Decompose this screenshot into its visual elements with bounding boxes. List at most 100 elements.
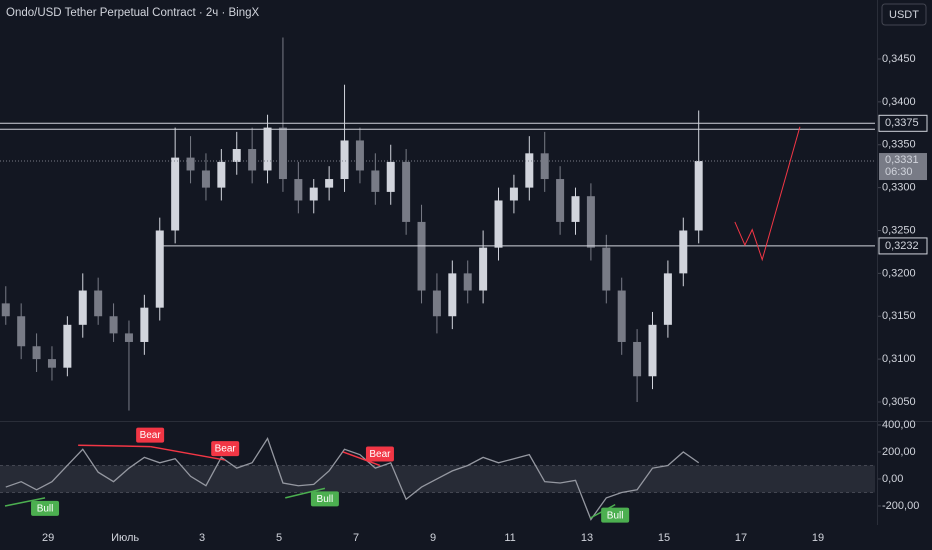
x-tick-label: 11 (504, 532, 515, 544)
signal-label: Bear (369, 449, 391, 460)
candle-body (463, 273, 472, 291)
candle-body (217, 161, 226, 188)
divergence-line (78, 444, 151, 448)
signal-box (310, 491, 339, 507)
candle-body (201, 170, 210, 188)
x-tick-label: 9 (430, 532, 436, 544)
x-tick-label: 3 (199, 532, 205, 544)
candle-body (355, 140, 364, 171)
y-tick-label: 0,3100 (882, 353, 916, 365)
chart-title: Ondo/USD Tether Perpetual Contract · 2ч … (6, 7, 259, 19)
divergence-line (342, 451, 381, 467)
y-tick-label: 200,00 (882, 446, 916, 458)
divergence-line (149, 445, 226, 461)
y-tick-label: 400,00 (882, 419, 916, 431)
candle-body (278, 127, 287, 180)
candle-body (140, 307, 149, 342)
currency-button[interactable] (881, 3, 927, 26)
candle-body (540, 153, 549, 180)
x-tick-label: 17 (735, 532, 747, 544)
signal-label: Bear (140, 430, 162, 441)
candle-body (556, 179, 565, 222)
y-tick-label: 0,3450 (882, 53, 916, 65)
oscillator-line (5, 436, 700, 521)
candle-body (479, 247, 488, 291)
x-tick-label: Июль (111, 532, 139, 544)
candle-body (617, 290, 626, 342)
x-tick-label: 5 (276, 532, 282, 544)
y-tick-label: 0,00 (882, 473, 903, 485)
signal-box (365, 446, 394, 462)
candle-body (309, 187, 318, 201)
candle-body (571, 196, 580, 222)
candle-body (32, 346, 41, 360)
divergence-line (4, 497, 46, 507)
candle-body (448, 273, 457, 317)
candle-body (109, 316, 118, 334)
candle-body (586, 196, 595, 248)
candle-body (78, 290, 87, 325)
countdown-label: 06:30 (885, 166, 913, 178)
candle-body (602, 247, 611, 291)
y-tick-label: 0,3400 (882, 96, 916, 108)
candle-body (432, 290, 441, 317)
last-price-box (879, 153, 927, 181)
candle-body (340, 140, 349, 180)
candle-body (1, 303, 10, 317)
candle-body (402, 161, 411, 222)
candle-body (47, 359, 56, 368)
level-label-box (878, 114, 928, 132)
last-price-label: 0,3331 (885, 154, 919, 166)
level-label: 0,3232 (885, 240, 919, 252)
candle-body (325, 179, 334, 188)
signal-box (211, 441, 240, 457)
signal-label: Bear (215, 444, 237, 455)
y-tick-label: 0,3200 (882, 267, 916, 279)
divergence-line (285, 487, 326, 499)
y-tick-label: 0,3350 (882, 139, 916, 151)
candle-body (263, 127, 272, 171)
y-tick-label: 0,3050 (882, 396, 916, 408)
signal-label: Bull (37, 504, 54, 515)
candle-body (155, 230, 164, 308)
signal-box (601, 507, 630, 523)
candle-body (171, 157, 180, 231)
candle-body (694, 161, 703, 231)
candle-body (94, 290, 103, 317)
candle-body (525, 153, 534, 188)
candle-body (509, 187, 518, 201)
x-tick-label: 19 (812, 532, 824, 544)
candle-body (648, 324, 657, 377)
y-tick-label: 0,3300 (882, 182, 916, 194)
candle-body (63, 324, 72, 368)
candle-body (232, 149, 241, 162)
y-tick-label: 0,3250 (882, 224, 916, 236)
x-tick-label: 29 (42, 532, 54, 544)
projection-path (734, 126, 801, 262)
x-tick-label: 13 (581, 532, 593, 544)
candle-body (17, 316, 26, 347)
candle-body (386, 161, 395, 192)
candle-body (417, 221, 426, 291)
signal-box (31, 500, 60, 516)
currency-label[interactable]: USDT (889, 9, 919, 21)
x-tick-label: 15 (658, 532, 670, 544)
candle-body (124, 333, 133, 342)
candle-body (663, 273, 672, 325)
signal-box (136, 427, 165, 443)
y-tick-label: -200,00 (882, 500, 919, 512)
candle-body (294, 179, 303, 201)
x-tick-label: 7 (353, 532, 359, 544)
candle-body (186, 157, 195, 171)
candle-body (494, 200, 503, 248)
candle-body (679, 230, 688, 274)
y-tick-label: 0,3150 (882, 310, 916, 322)
level-label-box (878, 237, 928, 255)
candle-body (633, 341, 642, 377)
candle-body (371, 170, 380, 192)
signal-label: Bull (607, 510, 624, 521)
level-label: 0,3375 (885, 117, 919, 129)
signal-label: Bull (317, 494, 334, 505)
candle-body (248, 149, 257, 171)
